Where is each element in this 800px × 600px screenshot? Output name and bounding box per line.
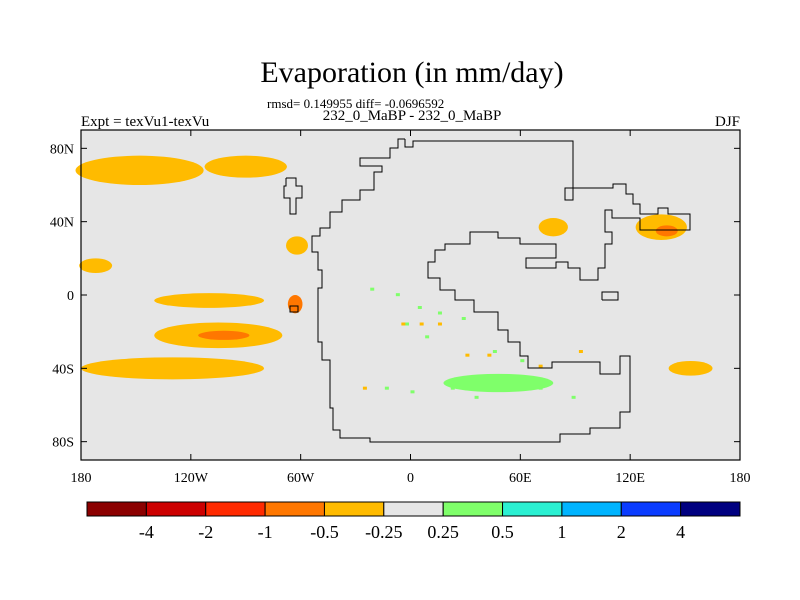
y-tick-label: 80N: [50, 142, 74, 157]
colorbar: -4 -2 -1 -0.5 -0.25 0.25 0.5 1 2 4: [86, 501, 741, 542]
anomaly-region: [75, 155, 204, 185]
anomaly-region: [204, 155, 287, 178]
continent-outline: [311, 138, 691, 443]
y-tick-label: 40N: [50, 216, 74, 231]
x-tick-label: 180: [730, 471, 751, 486]
colorbar-label: -0.25: [365, 522, 403, 542]
coastline-fragment: [289, 305, 299, 313]
colorbar-label: -1: [258, 522, 273, 542]
colorbar-segment: [680, 501, 741, 517]
anomaly-speck: [538, 364, 543, 368]
anomaly-speck: [437, 311, 442, 315]
x-tick-label: 60E: [509, 471, 532, 486]
anomaly-speck: [437, 322, 442, 326]
y-tick-label: 40S: [52, 362, 74, 377]
anomaly-speck: [384, 386, 389, 390]
anomaly-speck: [425, 335, 430, 339]
anomaly-speck: [417, 306, 422, 309]
anomaly-speck: [395, 293, 400, 297]
x-tick-label: 120W: [174, 471, 209, 486]
coastline-fragment: [601, 291, 619, 301]
colorbar-label: -0.5: [310, 522, 339, 542]
anomaly-speck: [410, 390, 415, 394]
y-tick-label: 80S: [52, 436, 74, 451]
colorbar-segment: [86, 501, 147, 517]
anomaly-speck: [571, 395, 576, 399]
experiment-label: Expt = texVu1-texVu: [81, 114, 210, 130]
anomaly-region: [79, 258, 113, 273]
colorbar-label: 2: [617, 522, 626, 542]
anomaly-region: [198, 330, 250, 340]
period-label: 232_0_MaBP - 232_0_MaBP: [323, 108, 502, 124]
anomaly-speck: [487, 353, 492, 357]
map-area: [75, 129, 741, 461]
x-axis: 180 120W 60W 0 60E 120E 180: [71, 130, 751, 486]
colorbar-segment: [442, 501, 504, 517]
anomaly-region: [538, 218, 568, 237]
x-tick-label: 60W: [287, 471, 315, 486]
anomaly-speck: [520, 359, 525, 363]
coastline-fragment: [283, 177, 303, 215]
anomaly-speck: [450, 386, 455, 390]
colorbar-segment: [145, 501, 207, 517]
chart-title: Evaporation (in mm/day): [260, 56, 563, 89]
season-label: DJF: [715, 114, 740, 130]
anomaly-speck: [362, 386, 367, 390]
colorbar-label: 1: [557, 522, 566, 542]
anomaly-speck: [405, 322, 410, 326]
colorbar-label: 4: [676, 522, 685, 542]
colorbar-segment: [323, 501, 385, 517]
colorbar-segment: [205, 501, 266, 517]
colorbar-label: 0.5: [491, 522, 514, 542]
anomaly-region: [154, 293, 265, 308]
y-axis: 80N 40N 0 40S 80S: [50, 142, 740, 451]
y-tick-label: 0: [67, 289, 74, 304]
anomaly-region: [668, 361, 713, 376]
anomaly-region: [443, 373, 554, 393]
colorbar-label: 0.25: [427, 522, 459, 542]
anomaly-speck: [370, 287, 375, 291]
colorbar-segment: [561, 501, 622, 517]
anomaly-speck: [578, 350, 583, 353]
anomaly-region: [286, 236, 308, 255]
colorbar-label: -4: [139, 522, 154, 542]
x-tick-label: 180: [71, 471, 92, 486]
anomaly-region: [80, 357, 265, 380]
anomaly-region: [655, 225, 678, 237]
x-tick-label: 120E: [615, 471, 645, 486]
colorbar-label: -2: [198, 522, 213, 542]
anomaly-region: [287, 295, 303, 314]
colorbar-segment: [264, 501, 325, 517]
anomaly-speck: [474, 395, 479, 399]
colorbar-segment: [502, 501, 563, 517]
x-tick-label: 0: [407, 471, 414, 486]
colorbar-segment: [620, 501, 682, 517]
anomaly-speck: [538, 386, 543, 390]
anomaly-speck: [492, 350, 497, 353]
stats-line: rmsd= 0.149955 diff= -0.0696592: [267, 96, 444, 111]
colorbar-segment: [383, 501, 444, 517]
anomaly-speck: [465, 353, 470, 357]
anomaly-speck: [401, 322, 406, 326]
anomaly-speck: [419, 322, 424, 326]
anomaly-speck: [461, 317, 466, 320]
